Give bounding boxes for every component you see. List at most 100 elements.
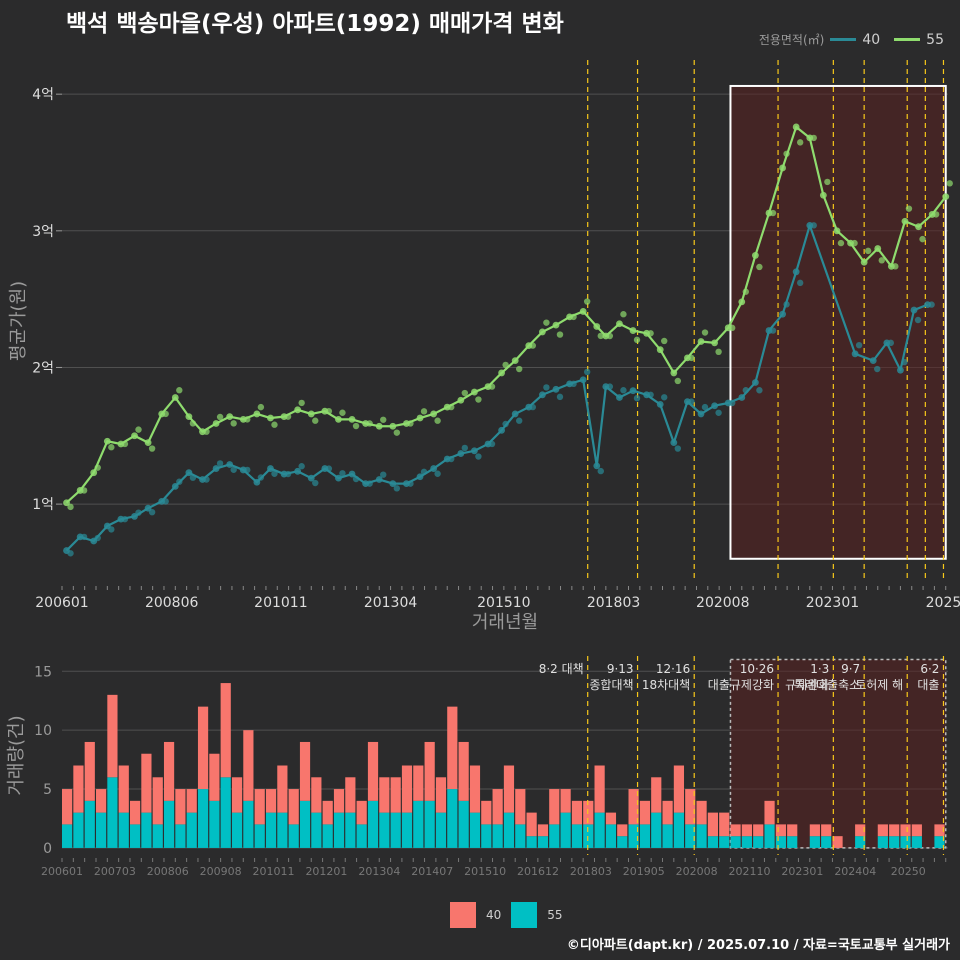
price-point-40 [751,379,759,386]
price-point-55 [538,328,546,336]
volume-bar-55 [628,824,639,848]
volume-x-tick-label: 201510 [464,865,506,878]
price-point-55 [738,298,746,306]
volume-x-tick-label: 201905 [623,865,665,878]
price-point-40 [393,485,401,492]
volume-bar-40 [141,753,152,813]
price-point-55 [597,332,604,340]
price-y-tick-label: 2억 [32,360,54,376]
price-point-55 [366,420,373,427]
legend-label-40: 40 [862,31,881,48]
volume-bar-40 [617,824,628,837]
volume-bar-55 [594,812,605,848]
price-point-40 [606,383,614,390]
price-point-55 [629,327,637,334]
volume-bar-40 [651,777,662,813]
price-point-55 [511,357,519,365]
price-point-40 [910,306,918,314]
price-point-55 [874,245,882,252]
volume-bar-40 [356,800,367,825]
price-point-40 [430,465,438,472]
volume-bar-55 [696,824,707,848]
price-point-40 [633,394,641,402]
volume-bar-55 [934,836,945,848]
price-point-40 [738,394,746,401]
price-point-55 [121,440,129,448]
price-point-40 [226,461,234,468]
price-point-55 [267,414,274,422]
volume-bar-55 [707,836,719,848]
volume-bar-55 [163,800,175,848]
price-point-55 [606,332,614,340]
volume-legend-label-55: 55 [547,908,563,922]
price-point-40 [230,466,237,473]
price-point-55 [751,252,759,259]
volume-x-tick-label: 200601 [41,865,83,878]
price-point-55 [556,331,564,338]
price-point-40 [176,478,183,485]
price-point-55 [593,323,601,330]
price-point-40 [67,550,74,557]
price-point-55 [212,420,220,427]
volume-bar-40 [719,812,730,837]
volume-bar-40 [696,800,707,825]
volume-bar-40 [469,765,481,813]
price-point-40 [434,470,441,477]
volume-x-tick-label: 201201 [305,865,347,878]
price-point-40 [267,465,274,472]
volume-bar-55 [62,824,73,848]
volume-bar-40 [537,824,549,837]
price-point-40 [620,387,627,394]
price-point-55 [742,288,749,295]
price-point-55 [420,408,428,415]
volume-bar-55 [231,812,243,848]
volume-x-tick-label: 200806 [147,865,189,878]
price-point-40 [515,417,523,424]
price-point-40 [121,515,129,523]
volume-bar-40 [209,753,220,801]
volume-event-label: 9·7 [841,662,860,676]
volume-bar-55 [673,812,685,848]
price-point-40 [701,403,709,411]
volume-bar-40 [129,800,141,825]
price-point-40 [597,467,604,475]
volume-bar-40 [458,741,469,801]
price-point-55 [901,217,909,225]
price-point-55 [616,320,623,328]
price-point-40 [94,534,101,542]
price-point-40 [420,468,428,476]
legend-swatch-40 [830,38,857,41]
volume-bar-55 [299,800,311,848]
price-point-40 [897,366,904,374]
volume-bar-40 [367,741,379,801]
price-point-55 [144,439,152,447]
volume-bar-55 [243,800,254,848]
volume-bar-55 [560,812,571,848]
volume-bar-55 [413,800,424,848]
price-point-40 [298,463,305,470]
price-point-40 [593,462,601,470]
volume-bar-55 [265,812,277,848]
price-point-55 [307,410,315,418]
price-point-40 [307,474,315,482]
price-point-40 [742,387,749,394]
volume-bar-40 [787,824,798,837]
volume-event-label: 6·2 [920,662,939,676]
volume-x-tick-label: 201407 [411,865,453,878]
volume-bar-55 [741,836,752,848]
volume-bar-55 [107,777,118,848]
price-point-55 [471,388,478,396]
price-x-tick-label: 201510 [477,595,530,611]
volume-bar-40 [220,683,231,778]
price-point-55 [905,205,913,212]
price-point-40 [488,440,496,448]
price-point-55 [543,319,550,326]
price-point-40 [661,394,668,401]
volume-bar-55 [458,800,469,848]
price-point-40 [783,301,790,308]
price-point-55 [434,417,441,424]
volume-bar-40 [673,765,685,813]
volume-bar-40 [118,765,129,813]
volume-x-tick-label: 202110 [729,865,771,878]
volume-bar-40 [662,800,673,825]
